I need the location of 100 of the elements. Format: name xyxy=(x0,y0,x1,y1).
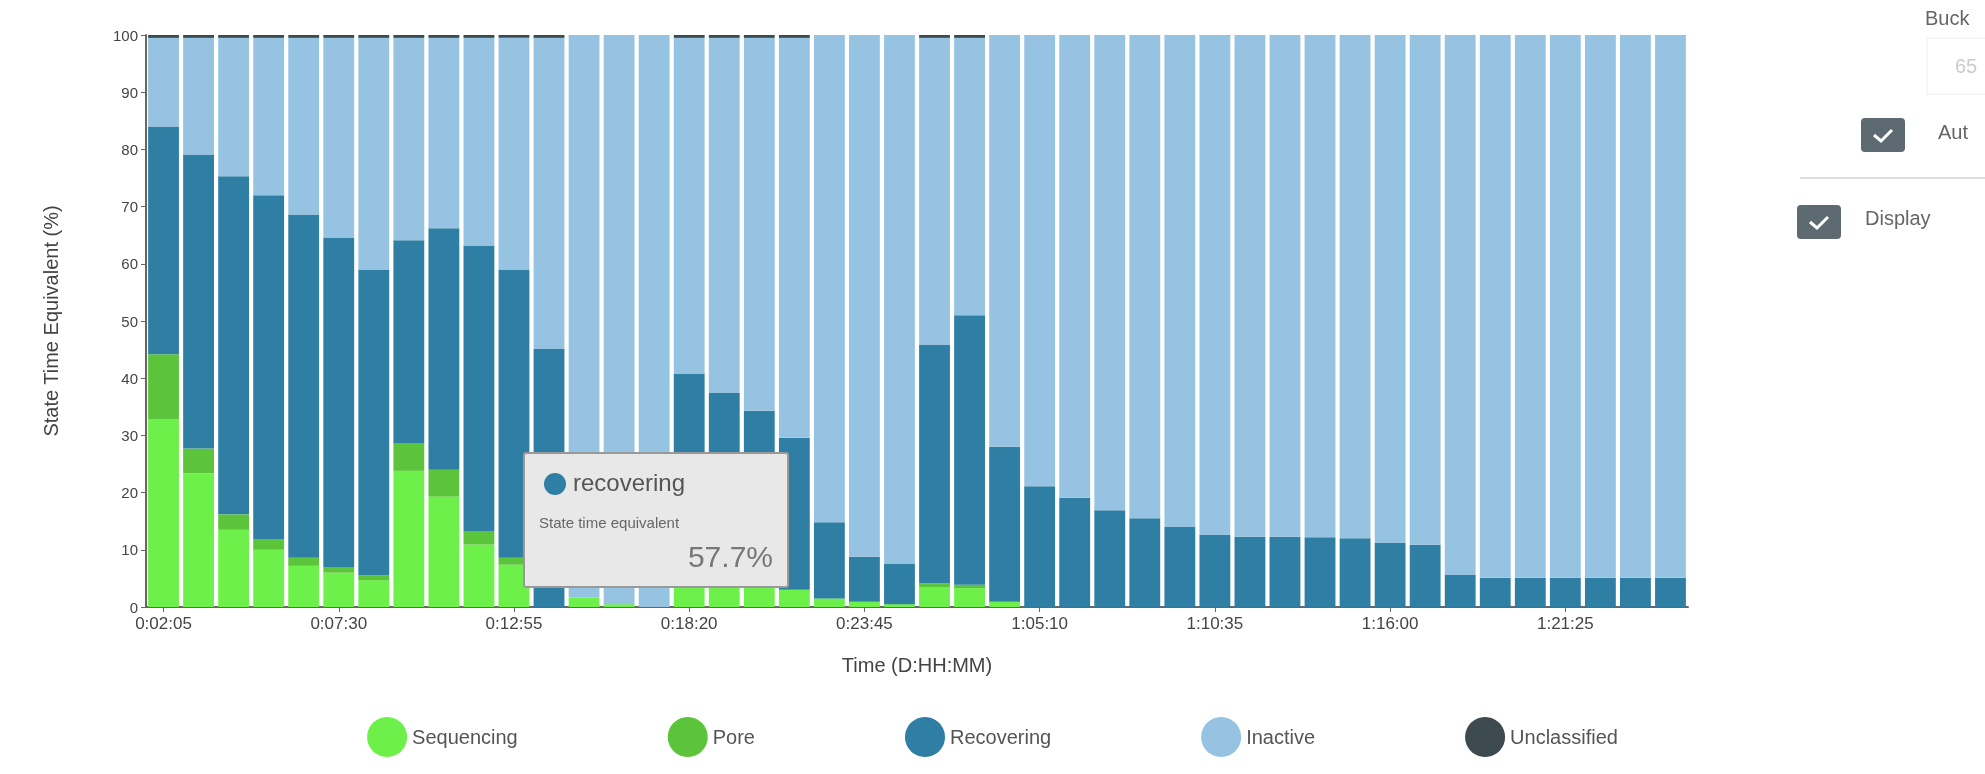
y-tick-label: 90 xyxy=(121,83,138,101)
text: Buck xyxy=(1925,7,1971,29)
bar xyxy=(428,35,460,38)
bar xyxy=(919,344,950,584)
bar xyxy=(183,448,214,474)
bar xyxy=(708,35,740,38)
bar xyxy=(989,35,1021,447)
bar xyxy=(1094,35,1126,511)
bar xyxy=(1444,35,1476,575)
bar xyxy=(1620,577,1651,607)
y-tick-label: 30 xyxy=(121,426,138,444)
bar xyxy=(1339,35,1371,539)
bar xyxy=(1234,35,1266,537)
bar xyxy=(358,580,390,607)
bar xyxy=(1655,577,1686,607)
bar xyxy=(1479,577,1511,607)
bar xyxy=(1374,542,1406,607)
x-tick-label: 0:12:55 xyxy=(485,614,543,633)
bar xyxy=(1549,577,1581,607)
bar xyxy=(1620,35,1651,578)
bar xyxy=(463,530,495,545)
bar xyxy=(849,556,880,602)
bar xyxy=(358,35,390,38)
bar xyxy=(358,37,390,271)
bar xyxy=(393,37,425,241)
bar xyxy=(1059,35,1091,498)
bar xyxy=(1199,35,1231,535)
bar xyxy=(1304,537,1336,607)
bar xyxy=(673,586,705,607)
bar xyxy=(1514,577,1546,607)
bar xyxy=(358,270,390,576)
bar xyxy=(323,237,355,567)
bar xyxy=(148,35,179,38)
legend-label: Pore xyxy=(712,726,755,748)
x-tick-label: 0:07:30 xyxy=(310,614,368,633)
bar xyxy=(323,35,355,38)
y-tick-label: 50 xyxy=(121,312,138,330)
bar xyxy=(919,37,950,345)
annotation: recovering xyxy=(573,469,686,497)
bar xyxy=(463,544,495,607)
bar xyxy=(463,37,495,246)
x-tick-label: 0:02:05 xyxy=(135,614,192,633)
bar xyxy=(463,245,495,531)
bar xyxy=(1199,534,1231,607)
bar xyxy=(778,589,810,607)
x-tick-label: 1:10:35 xyxy=(1186,614,1244,633)
bar xyxy=(393,470,425,607)
bar xyxy=(288,35,320,38)
bar xyxy=(1024,486,1056,607)
bar xyxy=(218,37,250,177)
bar xyxy=(323,566,355,573)
x-tick-label: 1:16:00 xyxy=(1361,614,1419,633)
annotation: State time equivalent xyxy=(539,514,680,531)
bar xyxy=(428,469,460,497)
bar xyxy=(919,35,950,38)
legend-label: Recovering xyxy=(949,726,1052,748)
bar xyxy=(1444,574,1476,607)
bar xyxy=(393,240,425,444)
y-tick-label: 70 xyxy=(121,198,138,216)
bar xyxy=(1129,518,1161,607)
bar xyxy=(428,37,460,229)
x-tick-label: 0:18:20 xyxy=(660,614,718,633)
bar xyxy=(1374,35,1406,543)
bar xyxy=(218,514,250,530)
legend-label: Sequencing xyxy=(412,726,518,748)
bar xyxy=(778,37,810,438)
bar xyxy=(743,586,775,607)
bar xyxy=(148,37,179,127)
y-tick-label: 10 xyxy=(121,541,138,559)
bar xyxy=(568,597,600,607)
bar xyxy=(533,37,565,350)
bar xyxy=(813,522,845,599)
bar xyxy=(253,37,285,196)
bar xyxy=(253,538,285,550)
bar xyxy=(463,35,495,38)
y-axis-title: State Time Equivalent (%) xyxy=(40,205,62,437)
bar xyxy=(288,214,320,558)
y-tick-label: 60 xyxy=(121,255,138,273)
bar xyxy=(218,35,250,38)
bar xyxy=(813,35,845,523)
y-tick-label: 80 xyxy=(121,140,138,158)
x-tick-label: 1:21:25 xyxy=(1536,614,1594,633)
bar xyxy=(1409,544,1441,607)
bar xyxy=(393,35,425,38)
bar xyxy=(148,419,179,607)
bar xyxy=(954,35,985,38)
bar xyxy=(183,35,214,38)
bar xyxy=(1514,35,1546,578)
bar xyxy=(1479,35,1511,578)
y-tick-label: 100 xyxy=(112,26,138,44)
annotation: 57.7% xyxy=(687,540,773,574)
bar xyxy=(743,37,775,411)
bar xyxy=(323,572,355,607)
bar xyxy=(1269,536,1301,607)
bar xyxy=(1584,35,1616,578)
bar xyxy=(884,604,915,607)
bar xyxy=(253,549,285,607)
bar xyxy=(954,37,985,316)
bar xyxy=(1655,35,1686,578)
x-tick-label: 0:23:45 xyxy=(836,614,893,633)
